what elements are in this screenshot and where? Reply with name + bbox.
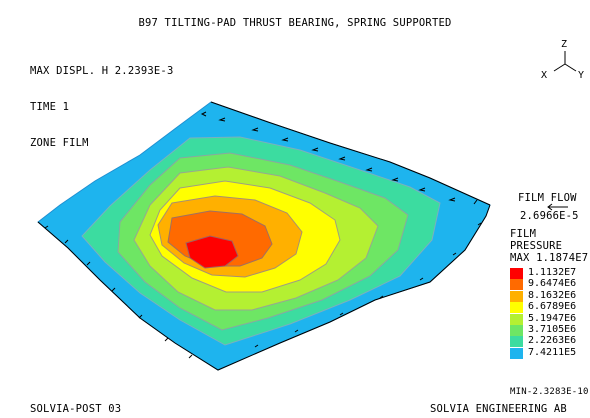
pressure-label-2: PRESSURE bbox=[510, 240, 563, 252]
axis-z-label: Z bbox=[561, 39, 567, 50]
legend-swatch bbox=[510, 268, 523, 279]
film-flow-arrow bbox=[547, 203, 568, 211]
side-panel: FILM FLOW 2.6966E-5 FILM PRESSURE MAX 1.… bbox=[510, 192, 588, 264]
legend-value: 6.6789E6 bbox=[528, 301, 577, 313]
pad-zone-8 bbox=[185, 235, 239, 269]
time-label: TIME 1 bbox=[30, 101, 70, 113]
footer-left: SOLVIA-POST 03 bbox=[30, 403, 122, 415]
max-displacement-label: MAX DISPL. H 2.2393E-3 bbox=[30, 65, 174, 77]
legend-value: 1.1132E7 bbox=[528, 267, 577, 278]
legend-swatch bbox=[510, 290, 523, 302]
flow-arrows bbox=[44, 111, 482, 359]
legend-swatch bbox=[510, 347, 523, 359]
axis-x-label: X bbox=[541, 70, 547, 81]
legend-value: 5.1947E6 bbox=[528, 312, 577, 324]
plot-header: MAX DISPL. H 2.2393E-3 TIME 1 ZONE FILM bbox=[30, 41, 173, 161]
legend-swatch bbox=[510, 336, 523, 348]
zone-label: ZONE FILM bbox=[30, 137, 89, 149]
plot-title: B97 TILTING-PAD THRUST BEARING, SPRING S… bbox=[138, 17, 452, 29]
film-flow-label: FILM FLOW bbox=[518, 192, 577, 204]
footer-right: SOLVIA ENGINEERING AB bbox=[430, 403, 567, 415]
legend-value: 7.4211E5 bbox=[528, 346, 577, 358]
legend-value: 2.2263E6 bbox=[528, 335, 577, 347]
axis-triad bbox=[553, 51, 577, 72]
legend-value: 9.6474E6 bbox=[528, 278, 577, 290]
film-flow-value: 2.6966E-5 bbox=[520, 210, 579, 222]
legend-swatch bbox=[510, 279, 523, 291]
min-label: MIN-2.3283E-10 bbox=[510, 387, 589, 397]
legend-value: 8.1632E6 bbox=[528, 289, 577, 301]
legend-swatch bbox=[510, 325, 523, 336]
pressure-label-1: FILM bbox=[510, 228, 537, 240]
axis-y-label: Y bbox=[578, 70, 584, 81]
legend-value: 3.7105E6 bbox=[528, 324, 577, 335]
pressure-max: MAX 1.1874E7 bbox=[510, 252, 589, 264]
legend-swatch bbox=[510, 313, 523, 325]
legend-swatch bbox=[510, 302, 523, 314]
pad-edge bbox=[37, 101, 491, 371]
